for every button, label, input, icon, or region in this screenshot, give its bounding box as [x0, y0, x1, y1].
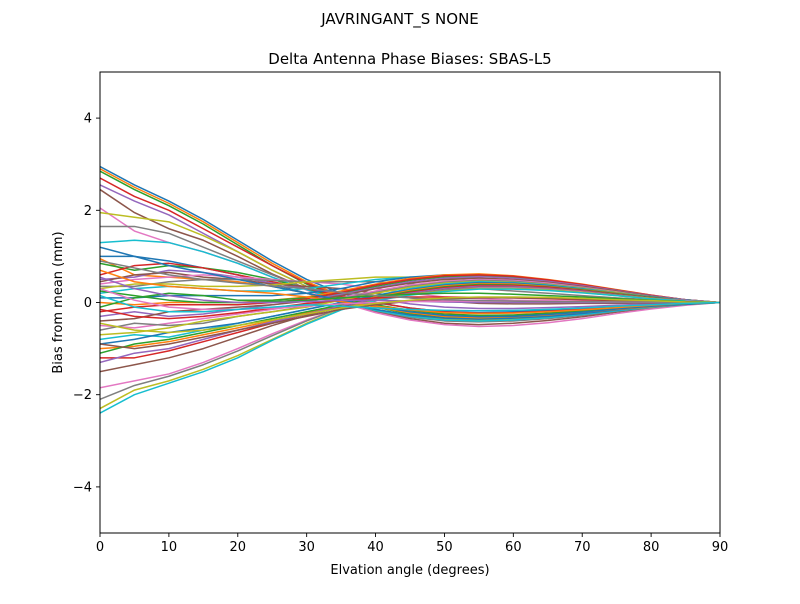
series-line-6	[100, 188, 720, 326]
y-tick-label: 0	[84, 296, 92, 311]
series-line-41	[100, 246, 720, 318]
x-tick-label: 60	[505, 540, 522, 555]
y-tick-label: −4	[73, 480, 92, 495]
series-line-50	[100, 294, 720, 313]
x-axis-ticks: 0 10 20 30 40 50 60 70 80 90	[96, 533, 728, 555]
x-tick-label: 50	[436, 540, 453, 555]
x-tick-label: 40	[367, 540, 384, 555]
series-line-43	[100, 290, 720, 304]
y-tick-label: 4	[84, 112, 92, 127]
series-line-10	[100, 239, 720, 322]
x-tick-label: 10	[161, 540, 178, 555]
figure-suptitle: JAVRINGANT_S NONE	[320, 10, 479, 29]
y-axis-ticks: −4 −2 0 2 4	[73, 112, 100, 495]
y-tick-label: 2	[84, 204, 92, 219]
x-tick-label: 70	[574, 540, 591, 555]
x-tick-label: 0	[96, 540, 104, 555]
series-line-49	[100, 296, 720, 334]
x-tick-label: 20	[230, 540, 247, 555]
y-tick-label: −2	[73, 388, 92, 403]
x-tick-label: 30	[298, 540, 315, 555]
series-line-48	[100, 260, 720, 304]
x-tick-label: 80	[643, 540, 660, 555]
series-line-40	[100, 288, 720, 414]
x-tick-label: 90	[712, 540, 729, 555]
x-axis-label: Elvation angle (degrees)	[330, 563, 489, 578]
chart-title: Delta Antenna Phase Biases: SBAS-L5	[268, 50, 551, 68]
series-layer	[100, 165, 720, 414]
y-axis-label: Bias from mean (mm)	[51, 231, 66, 373]
